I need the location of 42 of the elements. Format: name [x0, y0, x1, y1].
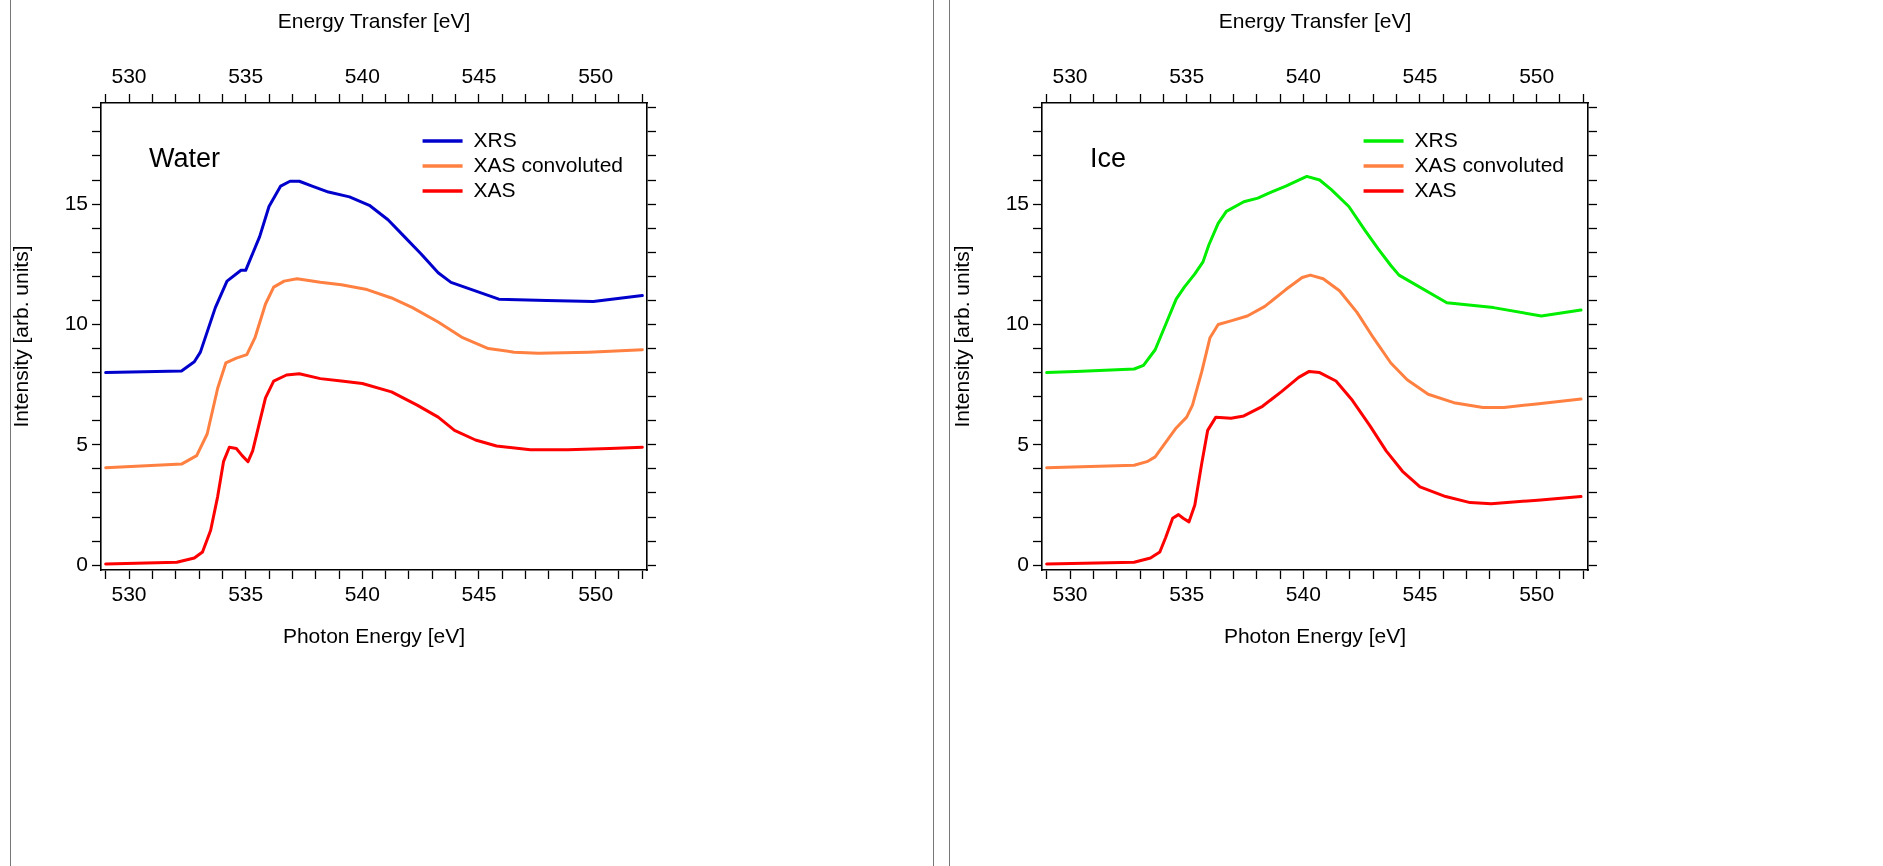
y-tick-label: 0	[76, 551, 88, 575]
legend-label: XRS	[473, 127, 517, 151]
x2-tick-label: 540	[1285, 64, 1321, 88]
x2-tick-label: 545	[1402, 64, 1438, 88]
x-tick-label: 530	[111, 582, 147, 606]
y-axis-title: Intensity [arb. units]	[950, 245, 974, 428]
y-tick-label: 10	[1005, 311, 1029, 335]
x-tick-label: 535	[228, 582, 264, 606]
x-tick-label: 540	[344, 582, 380, 606]
x2-tick-label: 540	[344, 64, 380, 88]
x-tick-label: 545	[1402, 582, 1438, 606]
x-tick-label: 545	[461, 582, 497, 606]
legend-label: XAS	[473, 177, 516, 201]
y-tick-label: 15	[1005, 190, 1029, 214]
x-tick-label: 540	[1285, 582, 1321, 606]
x2-tick-label: 530	[1052, 64, 1088, 88]
x2-tick-label: 550	[1519, 64, 1555, 88]
text: Ice	[1090, 143, 1127, 174]
x-axis-title: Photon Energy [eV]	[1223, 624, 1407, 648]
x-tick-label: 530	[1052, 582, 1088, 606]
x-tick-label: 550	[578, 582, 614, 606]
y-tick-label: 10	[64, 311, 88, 335]
y-axis-title: Intensity [arb. units]	[9, 245, 33, 428]
x2-axis-title: Energy Transfer [eV]	[277, 9, 471, 33]
text: Water	[149, 143, 221, 174]
x2-tick-label: 545	[461, 64, 497, 88]
x2-axis-title: Energy Transfer [eV]	[1218, 9, 1412, 33]
legend-label: XAS convoluted	[473, 152, 624, 176]
x2-tick-label: 530	[111, 64, 147, 88]
x2-tick-label: 535	[1169, 64, 1205, 88]
legend-label: XAS	[1414, 177, 1457, 201]
y-tick-label: 0	[1017, 551, 1029, 575]
x-tick-label: 535	[1169, 582, 1205, 606]
x2-tick-label: 535	[228, 64, 264, 88]
legend-label: XRS	[1414, 127, 1458, 151]
y-tick-label: 15	[64, 190, 88, 214]
x2-tick-label: 550	[578, 64, 614, 88]
x-tick-label: 550	[1519, 582, 1555, 606]
y-tick-label: 5	[1017, 431, 1029, 455]
x-axis-title: Photon Energy [eV]	[282, 624, 466, 648]
legend-label: XAS convoluted	[1414, 152, 1565, 176]
y-tick-label: 5	[76, 431, 88, 455]
